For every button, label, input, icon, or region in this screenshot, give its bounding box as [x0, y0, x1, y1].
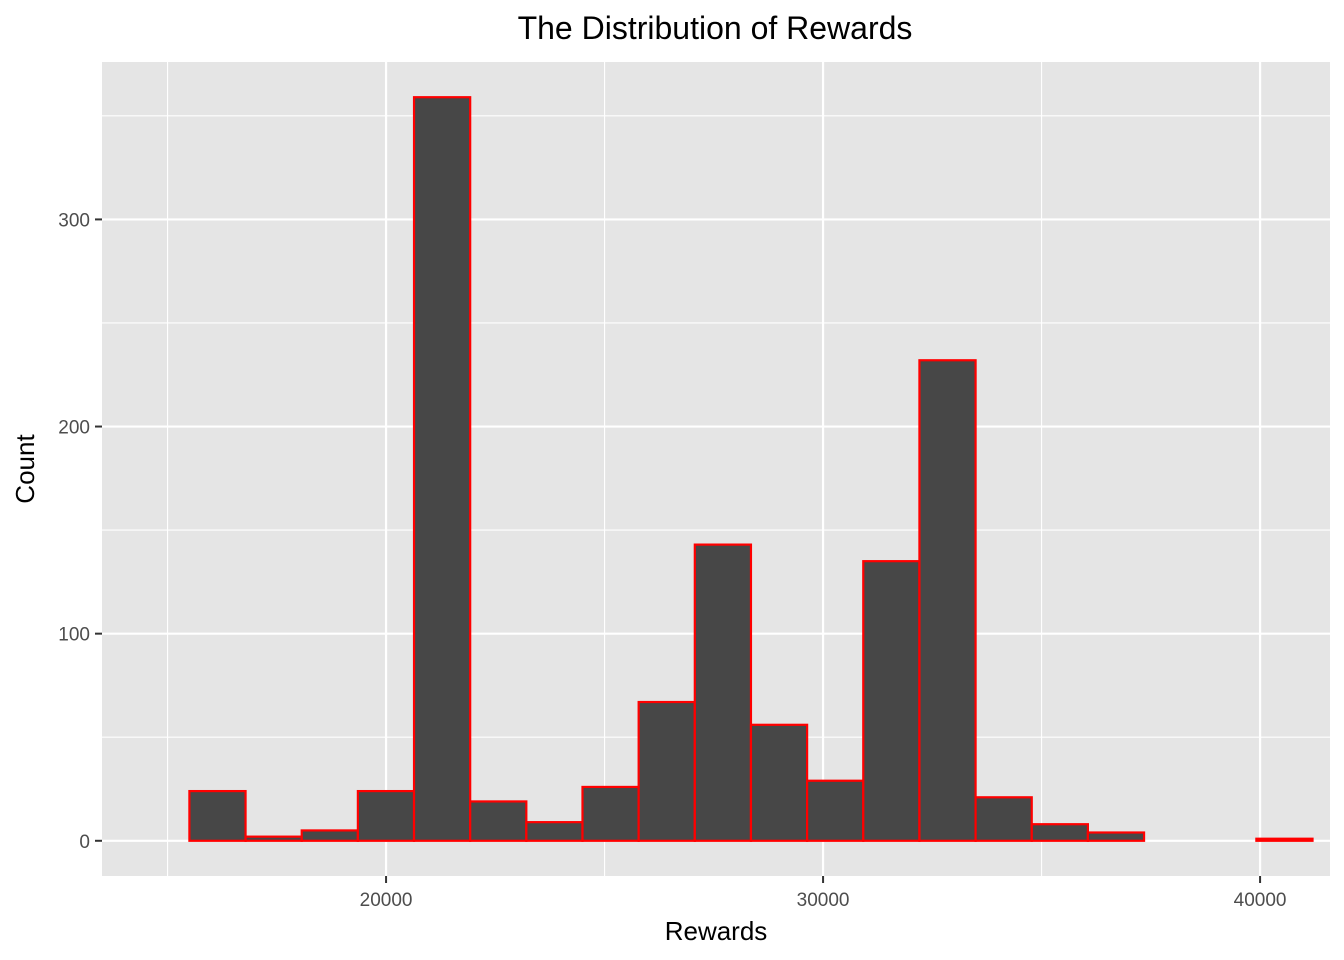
y-tick-label: 100 — [58, 625, 90, 646]
histogram-bar — [188, 789, 247, 842]
histogram-bar — [862, 560, 921, 842]
histogram-bar — [469, 800, 528, 842]
histogram-bar — [581, 785, 640, 842]
histogram-bar — [1030, 823, 1089, 842]
y-tick-label: 0 — [79, 832, 90, 853]
histogram-bar — [300, 829, 359, 842]
histogram-bar — [244, 835, 303, 842]
histogram-bars — [188, 96, 1314, 842]
histogram-bar — [1086, 831, 1146, 842]
histogram-bar — [412, 96, 472, 842]
y-axis-title: Count — [10, 434, 40, 504]
histogram-bar — [525, 821, 584, 842]
histogram-bar — [806, 779, 865, 842]
histogram-bar — [693, 543, 753, 842]
y-axis: 0 100 200 300 — [58, 210, 102, 853]
histogram-bar — [749, 723, 809, 842]
histogram-bar — [918, 359, 977, 842]
y-tick-label: 200 — [58, 418, 90, 439]
histogram-bar — [356, 789, 416, 842]
y-tick-label: 300 — [58, 210, 90, 231]
x-axis-title: Rewards — [665, 916, 768, 946]
histogram-bar — [974, 796, 1033, 842]
x-tick-label: 30000 — [797, 890, 850, 911]
chart-title: The Distribution of Rewards — [518, 10, 913, 46]
x-axis: 20000 30000 40000 — [360, 876, 1287, 911]
histogram-bar — [637, 700, 696, 842]
x-tick-label: 40000 — [1234, 890, 1287, 911]
histogram-bar — [1255, 837, 1314, 842]
x-tick-label: 20000 — [360, 890, 413, 911]
